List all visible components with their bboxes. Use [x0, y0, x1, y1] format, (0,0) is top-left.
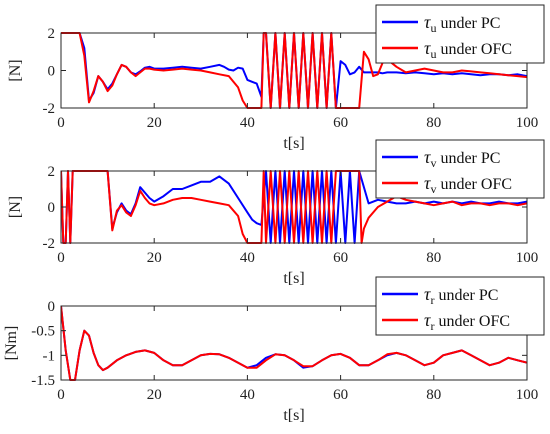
y-tick-label: -0.5 [31, 324, 55, 340]
x-tick-label: 80 [426, 387, 441, 403]
y-axis-label: [N] [7, 196, 24, 218]
x-tick-label: 0 [57, 115, 65, 131]
legend-entry-label: τv under PC [424, 147, 500, 170]
y-tick-label: -2 [43, 101, 56, 117]
x-axis-label: t[s] [283, 135, 304, 152]
x-tick-label: 100 [516, 115, 539, 131]
x-tick-label: 0 [57, 250, 65, 266]
y-tick-label: 0 [48, 64, 56, 80]
y-tick-label: -2 [43, 236, 56, 252]
x-axis-label: t[s] [283, 407, 304, 424]
y-tick-label: 0 [48, 200, 56, 216]
legend-entry-label: τr under OFC [424, 310, 510, 333]
legend-box [375, 139, 545, 199]
legend-entry-label: τu under PC [424, 12, 500, 35]
x-tick-label: 40 [240, 115, 255, 131]
x-tick-label: 80 [426, 250, 441, 266]
x-axis-label: t[s] [283, 270, 304, 287]
series-line-v-ofc [61, 170, 527, 244]
x-tick-label: 60 [333, 250, 348, 266]
legend: τr under PC τr under OFC [375, 276, 545, 336]
y-tick-label: -1 [43, 348, 56, 364]
series-line-u-ofc [61, 32, 527, 109]
legend-entry-label: τr under PC [424, 284, 498, 307]
series-line-r-ofc [61, 305, 527, 381]
x-tick-label: 100 [516, 250, 539, 266]
legend-entry-label: τv under OFC [424, 173, 512, 196]
y-tick-label: 0 [48, 299, 56, 315]
x-tick-label: 20 [147, 115, 162, 131]
y-tick-label: -1.5 [31, 373, 55, 389]
x-tick-label: 40 [240, 387, 255, 403]
x-tick-label: 100 [516, 387, 539, 403]
x-tick-label: 60 [333, 115, 348, 131]
y-tick-label: 2 [48, 26, 56, 42]
y-axis-label: [Nm] [3, 326, 20, 361]
subplot-3: 0 20 40 60 80 100 0 -0.5 -1 -1.5 t[s] [Nm] τr under … [3, 276, 545, 424]
legend: τv under PC τv under OFC [375, 139, 545, 199]
x-tick-label: 40 [240, 250, 255, 266]
y-tick-label: 2 [48, 164, 56, 180]
y-axis-label: [N] [7, 59, 24, 81]
x-tick-label: 60 [333, 387, 348, 403]
x-tick-label: 20 [147, 387, 162, 403]
x-tick-label: 80 [426, 115, 441, 131]
legend-box [375, 4, 545, 64]
legend: τu under PC τu under OFC [375, 4, 545, 64]
x-tick-label: 20 [147, 250, 162, 266]
legend-entry-label: τu under OFC [424, 38, 512, 61]
legend-box [375, 276, 545, 336]
x-tick-label: 0 [57, 387, 65, 403]
axes-box [60, 305, 528, 381]
